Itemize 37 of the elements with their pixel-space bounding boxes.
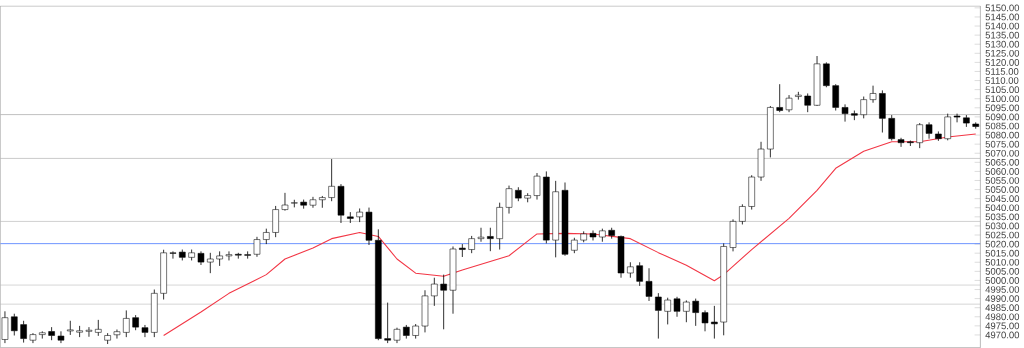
y-tick-label: 5055.00 — [985, 177, 1020, 184]
y-tick-label: 5070.00 — [985, 149, 1020, 157]
y-tick-label: 5145.00 — [985, 13, 1020, 21]
y-tick-label: 5150.00 — [985, 4, 1020, 12]
y-tick-label: 5140.00 — [985, 22, 1020, 30]
y-tick-label: 4995.00 — [985, 286, 1020, 293]
y-tick-label: 5135.00 — [985, 31, 1020, 39]
y-tick-label: 4990.00 — [985, 295, 1020, 302]
y-tick-label: 5060.00 — [985, 168, 1020, 175]
y-tick-label: 5110.00 — [985, 77, 1019, 84]
y-tick-label: 5040.00 — [985, 204, 1020, 212]
y-tick-label: 5120.00 — [985, 59, 1020, 66]
y-tick-label: 5050.00 — [985, 186, 1020, 193]
y-tick-label: 5015.00 — [985, 249, 1020, 257]
y-tick-label: 5100.00 — [985, 95, 1020, 103]
y-tick-label: 5020.00 — [985, 240, 1020, 248]
y-tick-label: 5025.00 — [985, 231, 1020, 239]
y-tick-label: 5105.00 — [985, 86, 1020, 94]
y-tick-label: 4970.00 — [985, 331, 1020, 339]
y-tick-label: 4975.00 — [985, 322, 1020, 330]
y-tick-label: 4980.00 — [985, 313, 1020, 321]
y-tick-label: 5005.00 — [985, 268, 1020, 275]
y-tick-label: 4985.00 — [985, 304, 1020, 312]
y-tick-label: 5010.00 — [985, 258, 1020, 266]
y-tick-label: 5065.00 — [985, 159, 1020, 166]
y-tick-label: 5080.00 — [985, 131, 1020, 139]
y-tick-label: 5090.00 — [985, 113, 1020, 121]
y-tick-label: 5030.00 — [985, 222, 1020, 230]
y-tick-label: 5095.00 — [985, 104, 1020, 112]
y-tick-label: 5000.00 — [985, 277, 1020, 284]
y-tick-label: 5085.00 — [985, 122, 1020, 130]
y-tick-label: 5035.00 — [985, 213, 1020, 221]
y-tick-label: 5130.00 — [985, 40, 1020, 48]
y-tick-label: 5125.00 — [985, 49, 1020, 57]
y-tick-label: 5045.00 — [985, 195, 1020, 203]
y-tick-label: 5075.00 — [985, 140, 1020, 148]
y-tick-label: 5115.00 — [985, 68, 1019, 75]
